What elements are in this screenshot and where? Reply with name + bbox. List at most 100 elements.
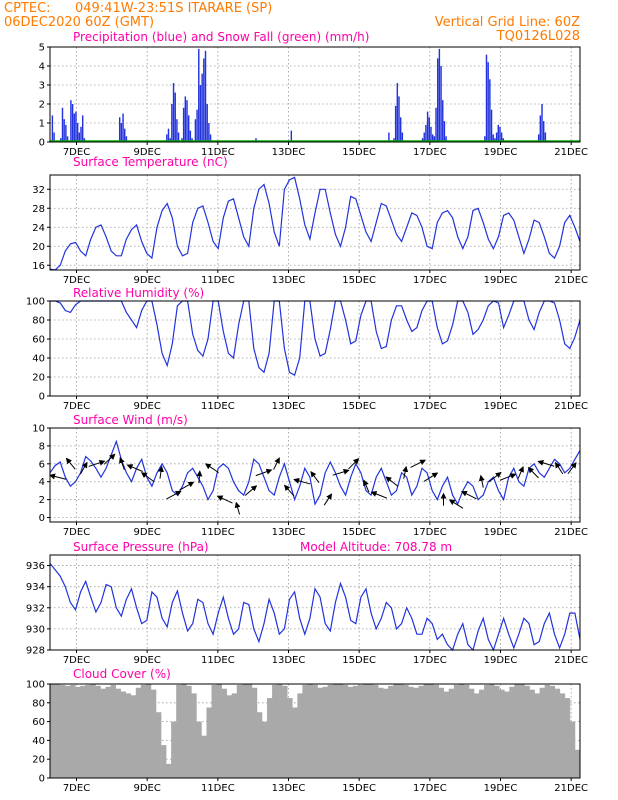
wind-arrow	[332, 468, 350, 476]
rh-xtick-label: 11DEC	[201, 401, 235, 412]
temp-xtick-label: 13DEC	[272, 275, 306, 286]
cloud-xtick-label: 17DEC	[413, 783, 447, 794]
precip-bar	[430, 126, 432, 142]
wind-ytick-label: 0	[39, 513, 45, 524]
precip-bar	[70, 100, 72, 142]
precip-bar	[487, 62, 489, 143]
cloud-title: Cloud Cover (%)	[73, 667, 171, 681]
rh-ytick-label: 80	[32, 316, 45, 327]
precip-bar	[484, 136, 486, 142]
temp-frame	[49, 174, 581, 271]
precip-bar	[78, 132, 81, 142]
precip-bar	[494, 138, 496, 142]
precip-bar	[124, 128, 126, 142]
wind-arrow	[323, 493, 333, 506]
precip-xtick-label: 19DEC	[484, 147, 518, 158]
precip-ytick-label: 2	[39, 100, 45, 111]
cloud-xtick-label: 19DEC	[484, 783, 518, 794]
cloud-bar	[484, 684, 490, 778]
cloud-bar	[206, 707, 212, 778]
rh-panel: 0 20 40 60 80 100 7DEC 9DEC 11DEC 13DEC 15DEC 17DEC…	[26, 297, 588, 413]
wind-arrow	[196, 470, 203, 484]
cloud-bar	[373, 684, 379, 778]
precip-bar	[63, 119, 65, 142]
cloud-bar	[569, 721, 576, 778]
cloud-bar	[574, 749, 581, 778]
precip-bar	[83, 138, 86, 142]
precip-bar	[206, 104, 208, 142]
cloud-bar	[368, 684, 374, 778]
precip-bar	[401, 132, 404, 142]
precip-bar	[393, 138, 395, 142]
pressure-frame	[49, 554, 581, 651]
wind-xtick-label: 15DEC	[342, 527, 376, 538]
pressure-ytick-label: 936	[26, 561, 45, 572]
cloud-bar	[60, 684, 66, 778]
wind-arrow	[310, 470, 320, 483]
rh-title: Relative Humidity (%)	[73, 286, 204, 300]
cloud-bar	[140, 684, 147, 778]
cloud-bar	[534, 693, 540, 778]
precip-bar	[398, 96, 400, 142]
precip-frame	[49, 46, 581, 143]
precip-panel: 0 1 2 3 4 5 7DEC 9DEC 11DEC 13DEC 15DEC 17DEC 19DEC 2…	[39, 43, 588, 159]
header-grid-note: Vertical Grid Line: 60Z	[435, 15, 580, 30]
wind-arrow	[460, 491, 477, 500]
cloud-bar	[418, 685, 424, 778]
cloud-bar	[352, 685, 359, 778]
precip-bar	[169, 138, 171, 142]
pressure-title: Surface Pressure (hPa)	[73, 540, 209, 554]
cloud-bar	[186, 685, 192, 778]
precip-bar	[399, 117, 402, 142]
precip-bar	[187, 115, 190, 142]
cloud-bar	[115, 688, 121, 778]
cloud-bar	[216, 684, 222, 778]
cloud-bar	[428, 684, 434, 778]
rh-ytick-label: 0	[39, 392, 45, 403]
cloud-ytick-label: 0	[39, 774, 45, 785]
cloud-bar	[110, 684, 116, 778]
precip-bar	[443, 121, 446, 142]
precip-bar	[445, 136, 447, 142]
precip-bar	[53, 132, 55, 142]
cloud-bar	[448, 688, 455, 778]
temp-xtick-label: 15DEC	[342, 275, 376, 286]
cloud-bar	[347, 686, 354, 778]
precip-ytick-label: 0	[39, 138, 45, 149]
precip-bar	[438, 48, 441, 142]
precip-bar	[539, 115, 542, 142]
plot-area: 0 1 2 3 4 5 7DEC 9DEC 11DEC 13DEC 15DEC 17DEC 19DEC 2…	[26, 43, 588, 795]
cloud-bar	[317, 687, 323, 778]
pressure-line	[49, 563, 581, 652]
precip-bar	[66, 136, 69, 142]
precip-bar	[433, 136, 436, 142]
cloud-bar	[150, 689, 157, 778]
cloud-bar	[499, 689, 505, 778]
precip-bar	[75, 111, 77, 142]
precip-xtick-label: 13DEC	[272, 147, 306, 158]
wind-arrow	[140, 472, 155, 483]
temp-xtick-label: 9DEC	[133, 275, 160, 286]
cloud-bar	[145, 684, 152, 778]
precip-bar	[489, 79, 491, 142]
cloud-bar	[509, 686, 515, 778]
wind-arrow	[255, 468, 273, 477]
precip-bar	[194, 119, 197, 142]
cloud-bar	[201, 735, 207, 778]
cloud-bar	[246, 684, 253, 778]
precip-bar	[181, 138, 183, 142]
precip-bar	[174, 92, 176, 142]
precip-xtick-label: 15DEC	[342, 147, 376, 158]
precip-bar	[73, 113, 75, 142]
temp-xtick-label: 17DEC	[413, 275, 447, 286]
cloud-bar	[489, 684, 495, 778]
cloud-bar	[181, 684, 187, 778]
wind-ytick-label: 4	[39, 477, 45, 488]
precip-bar	[490, 109, 493, 142]
cloud-bar	[539, 687, 545, 778]
cloud-bar	[282, 685, 288, 778]
cloud-bar	[241, 684, 248, 778]
cloud-xtick-label: 7DEC	[63, 783, 90, 794]
precip-bar	[394, 105, 397, 142]
header-run: 06DEC2020 60Z (GMT)	[4, 15, 154, 30]
